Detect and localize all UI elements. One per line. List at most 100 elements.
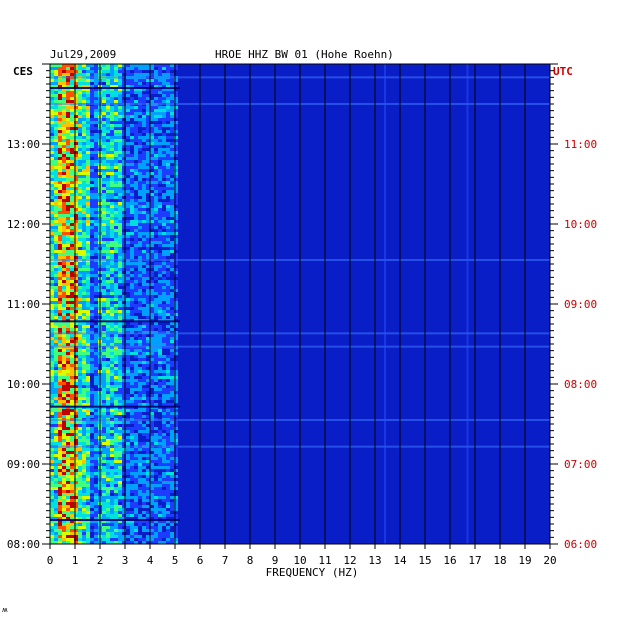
heatmap-cell — [142, 415, 146, 418]
heatmap-cell — [134, 496, 138, 499]
heatmap-cell — [174, 361, 178, 364]
heatmap-cell — [170, 220, 174, 223]
heatmap-cell — [158, 397, 162, 400]
x-tick-label: 14 — [393, 554, 407, 567]
heatmap-cell — [174, 517, 178, 520]
heatmap-cell — [94, 493, 98, 496]
heatmap-cell — [82, 517, 86, 520]
heatmap-cell — [118, 400, 122, 403]
heatmap-cell — [86, 91, 90, 94]
heatmap-cell — [82, 469, 86, 472]
heatmap-cell — [114, 460, 118, 463]
heatmap-cell — [82, 175, 86, 178]
heatmap-cell — [74, 313, 78, 316]
heatmap-cell — [122, 79, 126, 82]
heatmap-cell — [158, 73, 162, 76]
heatmap-cell — [70, 337, 74, 340]
heatmap-cell — [106, 517, 110, 520]
heatmap-cell — [66, 109, 70, 112]
heatmap-cell — [162, 478, 166, 481]
heatmap-cell — [58, 241, 62, 244]
heatmap-cell — [126, 526, 130, 529]
heatmap-cell — [162, 517, 166, 520]
heatmap-cell — [94, 508, 98, 511]
heatmap-cell — [158, 172, 162, 175]
heatmap-cell — [94, 163, 98, 166]
heatmap-cell — [154, 106, 158, 109]
heatmap-cell — [114, 277, 118, 280]
heatmap-cell — [170, 73, 174, 76]
heatmap-cell — [118, 370, 122, 373]
heatmap-cell — [118, 301, 122, 304]
heatmap-cell — [114, 283, 118, 286]
heatmap-cell — [78, 133, 82, 136]
heatmap-cell — [74, 301, 78, 304]
heatmap-cell — [126, 505, 130, 508]
heatmap-cell — [162, 88, 166, 91]
heatmap-cell — [138, 295, 142, 298]
heatmap-cell — [110, 328, 114, 331]
heatmap-cell — [138, 187, 142, 190]
heatmap-cell — [50, 145, 54, 148]
heatmap-cell — [134, 367, 138, 370]
heatmap-cell — [142, 79, 146, 82]
heatmap-cell — [58, 295, 62, 298]
heatmap-cell — [54, 529, 58, 532]
heatmap-cell — [138, 199, 142, 202]
heatmap-cell — [118, 523, 122, 526]
heatmap-cell — [70, 349, 74, 352]
heatmap-cell — [86, 505, 90, 508]
heatmap-cell — [70, 508, 74, 511]
heatmap-cell — [58, 283, 62, 286]
heatmap-cell — [166, 424, 170, 427]
heatmap-cell — [62, 400, 66, 403]
heatmap-cell — [86, 364, 90, 367]
heatmap-cell — [78, 229, 82, 232]
heatmap-cell — [66, 454, 70, 457]
heatmap-cell — [58, 151, 62, 154]
heatmap-cell — [102, 214, 106, 217]
heatmap-cell — [162, 493, 166, 496]
heatmap-cell — [158, 181, 162, 184]
heatmap-cell — [74, 295, 78, 298]
heatmap-cell — [62, 220, 66, 223]
heatmap-cell — [78, 181, 82, 184]
heatmap-cell — [90, 175, 94, 178]
heatmap-cell — [70, 532, 74, 535]
heatmap-cell — [106, 295, 110, 298]
heatmap-cell — [50, 502, 54, 505]
heatmap-cell — [134, 511, 138, 514]
heatmap-cell — [146, 187, 150, 190]
heatmap-cell — [58, 448, 62, 451]
heatmap-cell — [122, 499, 126, 502]
heatmap-cell — [86, 370, 90, 373]
heatmap-cell — [86, 385, 90, 388]
heatmap-cell — [78, 310, 82, 313]
heatmap-cell — [74, 427, 78, 430]
heatmap-cell — [102, 505, 106, 508]
heatmap-cell — [158, 448, 162, 451]
heatmap-cell — [82, 298, 86, 301]
heatmap-cell — [106, 502, 110, 505]
heatmap-cell — [118, 247, 122, 250]
heatmap-cell — [78, 412, 82, 415]
heatmap-cell — [146, 520, 150, 523]
heatmap-cell — [118, 277, 122, 280]
heatmap-cell — [54, 337, 58, 340]
heatmap-cell — [66, 337, 70, 340]
heatmap-cell — [114, 376, 118, 379]
heatmap-cell — [62, 451, 66, 454]
heatmap-cell — [70, 115, 74, 118]
heatmap-cell — [78, 508, 82, 511]
heatmap-cell — [78, 322, 82, 325]
heatmap-cell — [162, 310, 166, 313]
heatmap-cell — [142, 202, 146, 205]
heatmap-cell — [50, 274, 54, 277]
heatmap-cell — [154, 232, 158, 235]
heatmap-cell — [150, 325, 154, 328]
heatmap-cell — [146, 409, 150, 412]
heatmap-cell — [146, 403, 150, 406]
heatmap-cell — [70, 247, 74, 250]
heatmap-cell — [62, 271, 66, 274]
heatmap-cell — [122, 391, 126, 394]
